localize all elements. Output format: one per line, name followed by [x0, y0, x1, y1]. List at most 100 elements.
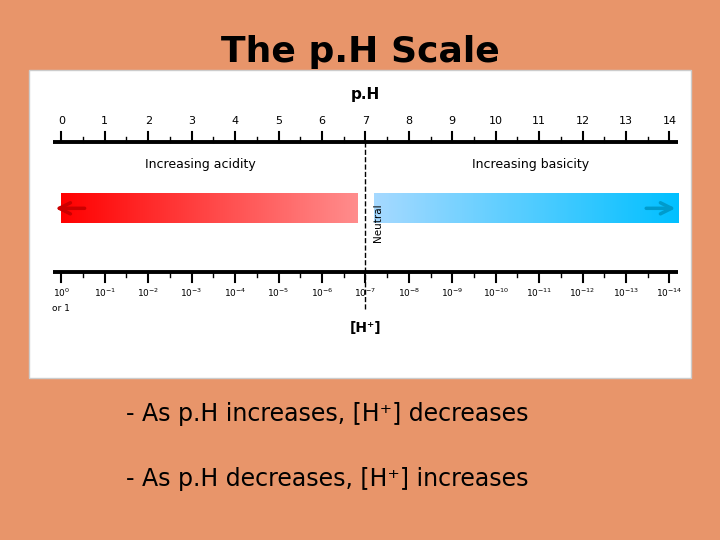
Bar [575, 193, 576, 224]
Bar [78, 193, 80, 224]
Bar [262, 193, 264, 224]
Bar [431, 193, 433, 224]
Bar [605, 193, 607, 224]
Bar [533, 193, 535, 224]
Bar [604, 193, 606, 224]
Bar [241, 193, 243, 224]
Bar [545, 193, 546, 224]
Bar [81, 193, 83, 224]
Bar [637, 193, 639, 224]
Bar [259, 193, 261, 224]
Bar [595, 193, 598, 224]
Bar [471, 193, 472, 224]
Bar [210, 193, 212, 224]
Bar [64, 193, 66, 224]
Bar [572, 193, 573, 224]
Bar [120, 193, 122, 224]
Bar [268, 193, 270, 224]
Bar [668, 193, 670, 224]
Text: $10^{-7}$: $10^{-7}$ [354, 286, 377, 299]
Bar [146, 193, 148, 224]
Bar [343, 193, 345, 224]
Bar [99, 193, 101, 224]
Bar [68, 193, 70, 224]
Bar [267, 193, 269, 224]
Bar [528, 193, 529, 224]
Bar [511, 193, 513, 224]
Bar [336, 193, 338, 224]
Bar [326, 193, 328, 224]
Bar [670, 193, 672, 224]
Bar [125, 193, 127, 224]
Bar [209, 193, 210, 224]
Bar [676, 193, 678, 224]
Text: - As p.H decreases, [H⁺] increases: - As p.H decreases, [H⁺] increases [126, 467, 528, 491]
Bar [392, 193, 395, 224]
Bar [282, 193, 284, 224]
Bar [617, 193, 619, 224]
Bar [321, 193, 323, 224]
Bar [212, 193, 213, 224]
Bar [644, 193, 647, 224]
Bar [585, 193, 588, 224]
Bar [223, 193, 225, 224]
Bar [73, 193, 75, 224]
Bar [445, 193, 447, 224]
Bar [128, 193, 130, 224]
Bar [323, 193, 325, 224]
Bar [379, 193, 381, 224]
Bar [215, 193, 216, 224]
Bar [85, 193, 87, 224]
Bar [546, 193, 548, 224]
Bar [303, 193, 305, 224]
Bar [497, 193, 499, 224]
Bar [328, 193, 330, 224]
Bar [577, 193, 578, 224]
Bar [462, 193, 464, 224]
Bar [541, 193, 543, 224]
Bar [592, 193, 593, 224]
Bar [297, 193, 300, 224]
Bar [492, 193, 494, 224]
Bar [153, 193, 155, 224]
Bar [156, 193, 157, 224]
Bar [144, 193, 146, 224]
Bar [228, 193, 230, 224]
Bar [673, 193, 675, 224]
Bar [496, 193, 498, 224]
Bar [189, 193, 191, 224]
Bar [63, 193, 65, 224]
Bar [584, 193, 585, 224]
Bar [230, 193, 232, 224]
Bar [260, 193, 262, 224]
Bar [95, 193, 96, 224]
Bar [466, 193, 467, 224]
Bar [436, 193, 438, 224]
Bar [467, 193, 469, 224]
Bar [663, 193, 665, 224]
Bar [198, 193, 199, 224]
Bar [626, 193, 628, 224]
Bar [93, 193, 95, 224]
Bar [159, 193, 161, 224]
Bar [201, 193, 202, 224]
Text: 2: 2 [145, 116, 152, 126]
Bar [305, 193, 307, 224]
Bar [433, 193, 435, 224]
Bar [503, 193, 505, 224]
Bar [395, 193, 396, 224]
Bar [504, 193, 506, 224]
Bar [589, 193, 590, 224]
Bar [476, 193, 477, 224]
Bar [256, 193, 258, 224]
Bar [355, 193, 356, 224]
Bar [563, 193, 565, 224]
Bar [667, 193, 669, 224]
Bar [331, 193, 333, 224]
Bar [350, 193, 351, 224]
Bar [248, 193, 250, 224]
Bar [543, 193, 545, 224]
Bar [111, 193, 112, 224]
Bar [427, 193, 429, 224]
Bar [231, 193, 233, 224]
